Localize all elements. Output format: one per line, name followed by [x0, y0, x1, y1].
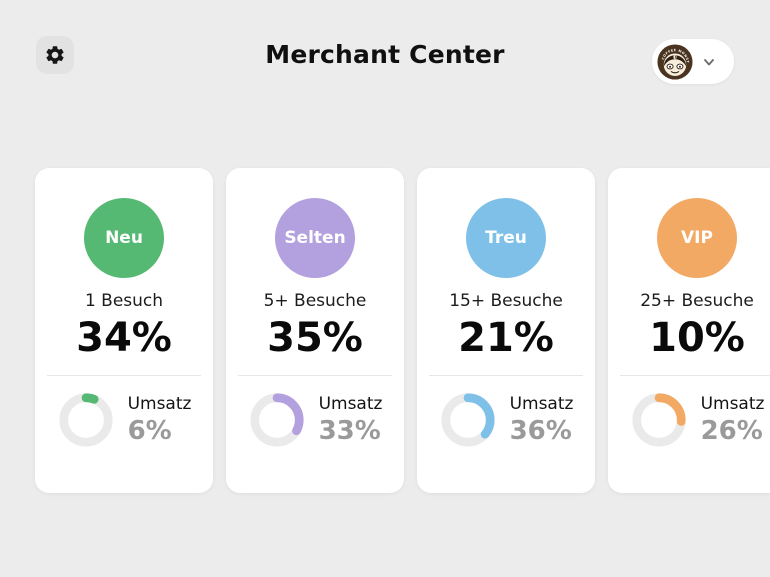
visits-label: 25+ Besuche	[640, 291, 754, 311]
chevron-down-icon[interactable]	[701, 54, 717, 70]
umsatz-label: Umsatz	[318, 394, 383, 414]
segment-label: Treu	[485, 228, 527, 248]
umsatz-percentage: 26%	[700, 416, 763, 446]
share-percentage: 34%	[76, 315, 172, 361]
settings-button[interactable]	[36, 36, 74, 74]
umsatz-donut-chart	[440, 393, 495, 447]
divider	[429, 375, 583, 376]
segment-badge: Treu	[466, 198, 546, 278]
visits-label: 15+ Besuche	[449, 291, 563, 311]
gear-icon	[44, 44, 66, 66]
umsatz-percentage: 36%	[509, 416, 572, 446]
page-title: Merchant Center	[265, 40, 505, 69]
umsatz-label: Umsatz	[127, 394, 192, 414]
umsatz-label: Umsatz	[700, 394, 765, 414]
segment-card-vip: VIP 25+ Besuche 10% Umsatz 26%	[608, 168, 770, 493]
umsatz-donut-chart	[58, 393, 113, 447]
segment-label: Neu	[105, 228, 143, 248]
avatar: COFFEE MONSTER	[657, 44, 693, 80]
segment-badge: Selten	[275, 198, 355, 278]
share-percentage: 10%	[649, 315, 745, 361]
share-percentage: 35%	[267, 315, 363, 361]
umsatz-label: Umsatz	[509, 394, 574, 414]
visits-label: 1 Besuch	[84, 291, 164, 311]
divider	[47, 375, 201, 376]
segment-badge: Neu	[84, 198, 164, 278]
share-percentage: 21%	[458, 315, 554, 361]
segment-cards-row: Neu 1 Besuch 34% Umsatz 6% Selten 5+ Bes…	[35, 168, 770, 493]
segment-label: Selten	[284, 228, 346, 248]
segment-label: VIP	[681, 228, 713, 248]
segment-card-neu: Neu 1 Besuch 34% Umsatz 6%	[35, 168, 213, 493]
segment-card-treu: Treu 15+ Besuche 21% Umsatz 36%	[417, 168, 595, 493]
segment-badge: VIP	[657, 198, 737, 278]
segment-card-selten: Selten 5+ Besuche 35% Umsatz 33%	[226, 168, 404, 493]
divider	[238, 375, 392, 376]
umsatz-percentage: 33%	[318, 416, 381, 446]
umsatz-donut-chart	[249, 393, 304, 447]
umsatz-donut-chart	[631, 393, 686, 447]
visits-label: 5+ Besuche	[263, 291, 367, 311]
divider	[620, 375, 770, 376]
account-menu[interactable]: COFFEE MONSTER	[652, 39, 734, 84]
umsatz-percentage: 6%	[127, 416, 172, 446]
